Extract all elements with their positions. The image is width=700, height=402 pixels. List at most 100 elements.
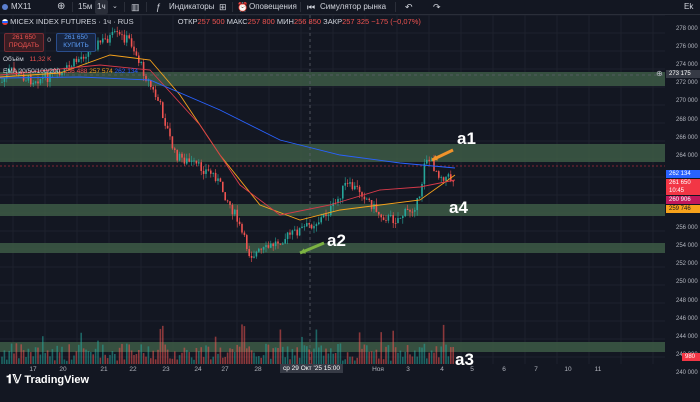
symbol-icon: [2, 3, 8, 10]
sell-button[interactable]: 261 650 ПРОДАТЬ: [4, 33, 44, 52]
volume-bar: [284, 357, 286, 364]
candle-body: [392, 214, 394, 224]
replay-icon: ⏮: [307, 2, 316, 12]
undo-icon[interactable]: ↶: [405, 2, 413, 12]
candle-body: [140, 62, 142, 63]
volume-bar: [258, 356, 260, 364]
price-tick-label: 248 000: [676, 297, 698, 304]
candle-body: [118, 32, 121, 35]
volume-bar: [260, 357, 262, 364]
volume-bar: [262, 355, 265, 364]
volume-bar: [382, 359, 385, 364]
ema-value-2: 257 574: [89, 68, 113, 75]
candle-body: [104, 38, 106, 40]
volume-label: Объём: [3, 56, 24, 63]
volume-bar: [15, 343, 18, 364]
volume-bar: [303, 345, 306, 364]
timeframe-1h[interactable]: 1ч: [95, 0, 108, 14]
candle-body: [176, 149, 178, 161]
candle-body: [277, 241, 279, 244]
ohlc-close-label: ЗАКР: [323, 17, 343, 26]
symbol-search[interactable]: MX11: [2, 0, 31, 14]
volume-bar: [3, 350, 6, 364]
candle-body: [219, 178, 222, 182]
price-tick-label: 254 000: [676, 243, 698, 250]
candle-body: [298, 228, 301, 236]
candles-icon[interactable]: ▥: [131, 2, 140, 12]
time-tick-label: 4: [440, 366, 444, 373]
candle-body: [73, 58, 75, 67]
candle-body: [171, 136, 174, 149]
volume-bar: [358, 332, 361, 364]
candle-body: [133, 46, 135, 52]
volume-bar: [78, 344, 80, 364]
indicators-button[interactable]: Индикаторы: [169, 2, 215, 11]
volume-bar: [370, 351, 373, 364]
volume-bar: [241, 324, 243, 364]
symbol-label: MX11: [11, 2, 32, 11]
volume-bar: [63, 359, 66, 364]
volume-bar: [118, 347, 121, 364]
candle-body: [303, 226, 306, 228]
volume-bar: [447, 356, 450, 364]
last-price-tag: 261 650 10:45: [666, 179, 700, 195]
add-alert-icon[interactable]: ⊕: [656, 69, 663, 78]
chart-pane[interactable]: [0, 15, 665, 364]
alerts-button[interactable]: Оповещения: [249, 2, 297, 11]
candle-body: [363, 196, 366, 200]
candle-body: [342, 185, 344, 199]
volume-bar: [385, 346, 387, 364]
candle-body: [440, 177, 442, 178]
candle-body: [154, 89, 157, 98]
indicators-icon: ƒ: [156, 2, 162, 12]
volume-bar: [121, 343, 123, 364]
candle-body: [183, 157, 186, 164]
tradingview-logo[interactable]: 𝟏𝕍 TradingView: [6, 372, 89, 387]
chevron-down-icon[interactable]: ⌄: [112, 3, 118, 10]
redo-icon[interactable]: ↷: [433, 2, 441, 12]
volume-bar: [82, 348, 85, 364]
volume-bar: [152, 350, 154, 364]
volume-bar: [368, 351, 370, 364]
candle-body: [351, 182, 354, 190]
volume-bar: [109, 355, 111, 364]
volume-bar: [159, 328, 162, 364]
add-symbol-icon[interactable]: ⊕: [57, 1, 66, 12]
volume-bar: [198, 351, 200, 364]
candle-body: [387, 215, 390, 221]
time-axis[interactable]: 172021222324272831Ноя345671011 ср 29 Окт…: [0, 364, 665, 402]
price-tick-label: 240 000: [676, 369, 698, 376]
candle-body: [442, 177, 445, 181]
candle-body: [135, 51, 138, 56]
candle-body: [313, 226, 315, 229]
candle-body: [25, 80, 27, 82]
volume-bar: [39, 354, 42, 364]
buy-button[interactable]: 261 650 КУПИТЬ: [56, 33, 96, 52]
volume-bar: [346, 352, 349, 364]
candle-body: [34, 81, 37, 83]
volume-bar: [219, 347, 222, 364]
volume-bar: [111, 351, 114, 364]
templates-icon[interactable]: ⊞: [219, 2, 227, 12]
volume-bar: [272, 348, 274, 364]
volume-bar: [327, 353, 330, 364]
timeframe-15m[interactable]: 15м: [78, 2, 93, 11]
candle-body: [411, 211, 414, 213]
volume-bar: [200, 347, 202, 364]
price-axis[interactable]: 278 000 276 000 274 000 272 000 270 000 268 0…: [656, 15, 700, 402]
candle-body: [80, 56, 82, 60]
candle-body: [274, 241, 277, 247]
support-resistance-zone: [0, 243, 665, 253]
candle-body: [327, 215, 330, 217]
volume-bar: [70, 359, 73, 364]
replay-button[interactable]: Симулятор рынка: [320, 2, 387, 11]
volume-bar: [322, 355, 325, 364]
volume-bar: [306, 346, 308, 364]
candle-body: [150, 80, 152, 88]
alarm-icon: ⏰: [237, 2, 249, 12]
candle-body: [361, 192, 363, 197]
volume-bar: [330, 348, 332, 364]
volume-bar: [128, 344, 130, 364]
candle-body: [301, 226, 303, 229]
volume-bar: [313, 348, 315, 364]
